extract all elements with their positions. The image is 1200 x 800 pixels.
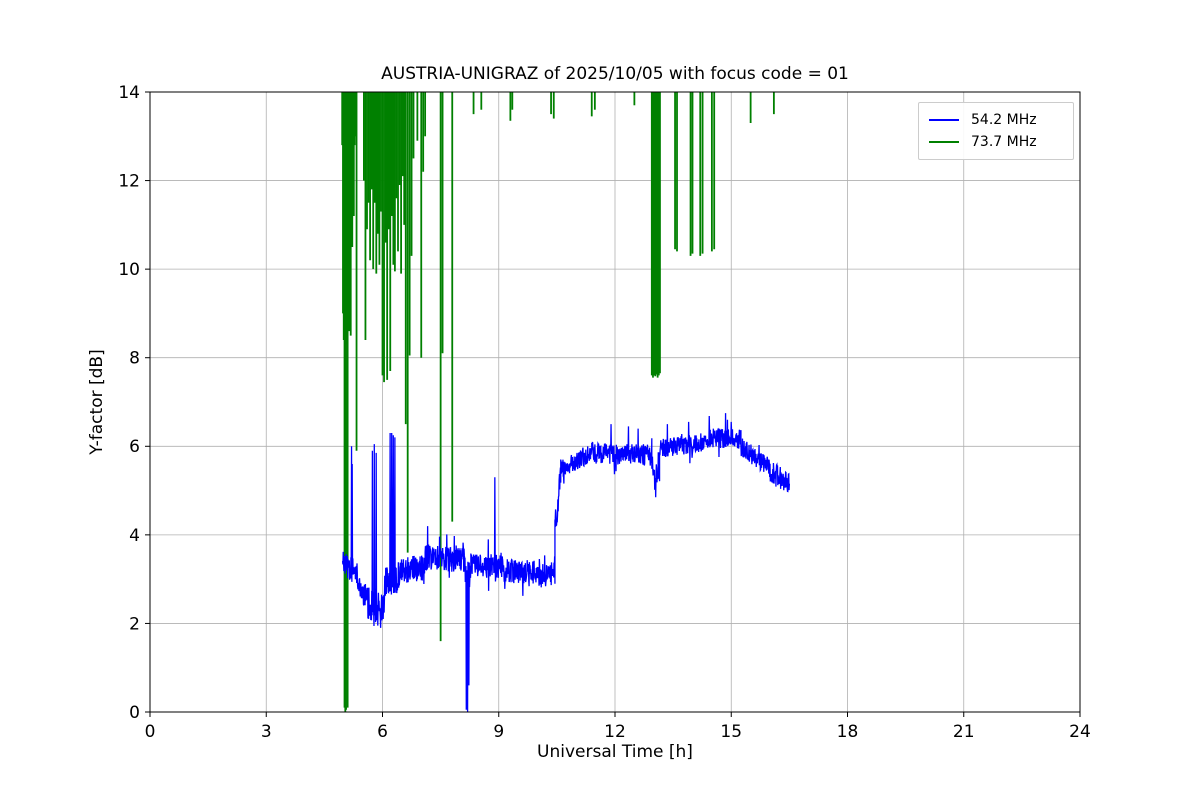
blue-line: [341, 413, 791, 712]
chart-title: AUSTRIA-UNIGRAZ of 2025/10/05 with focus…: [381, 64, 849, 84]
x-tick-label: 3: [261, 722, 272, 742]
y-tick-label: 14: [118, 83, 140, 103]
y-tick-label: 12: [118, 172, 140, 192]
grid: [149, 91, 1081, 713]
y-tick-label: 6: [129, 437, 140, 457]
legend-label: 54.2 MHz: [971, 112, 1037, 128]
x-tick-label: 24: [1069, 722, 1091, 742]
series-54-2-mhz: [341, 413, 791, 712]
x-tick-label: 9: [493, 722, 504, 742]
legend-entry-54-2-mhz: 54.2 MHz: [919, 109, 1073, 131]
x-tick-label: 12: [604, 722, 626, 742]
y-tick-label: 8: [129, 349, 140, 369]
x-tick-labels: 0 3 6 9 12 15 18 21 24: [145, 722, 1091, 742]
x-tick-label: 18: [837, 722, 859, 742]
y-tick-label: 2: [129, 614, 140, 634]
x-tick-label: 21: [953, 722, 975, 742]
legend-entry-73-7-mhz: 73.7 MHz: [919, 131, 1073, 153]
legend-line-blue: [929, 119, 959, 121]
y-axis-label: Y-factor [dB]: [87, 349, 107, 455]
x-ticks: [149, 712, 1081, 717]
series-73-7-mhz: [341, 92, 775, 712]
y-tick-label: 4: [129, 526, 140, 546]
x-tick-label: 6: [377, 722, 388, 742]
x-axis-label: Universal Time [h]: [537, 742, 693, 762]
legend-line-green: [929, 141, 959, 143]
legend-label: 73.7 MHz: [971, 134, 1037, 150]
x-tick-label: 0: [145, 722, 156, 742]
y-tick-labels: 0 2 4 6 8 10 12 14: [118, 83, 140, 723]
x-tick-label: 15: [720, 722, 742, 742]
y-ticks: [145, 91, 150, 713]
y-tick-label: 0: [129, 703, 140, 723]
legend: 54.2 MHz 73.7 MHz: [918, 102, 1074, 160]
y-tick-label: 10: [118, 260, 140, 280]
